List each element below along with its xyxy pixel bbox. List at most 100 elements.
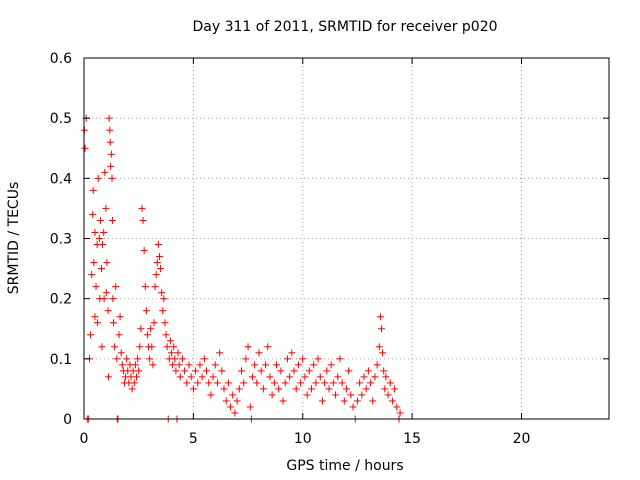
data-point [207, 391, 215, 399]
x-axis-label: GPS time / hours [286, 458, 403, 474]
data-point [373, 361, 381, 369]
data-point [211, 361, 219, 369]
data-point [112, 283, 120, 291]
data-point [229, 391, 237, 399]
data-point [152, 271, 160, 279]
data-point [118, 361, 126, 369]
y-tick-label: 0.1 [50, 352, 72, 368]
axis-layer: 0 5 10 15 20 0 0.1 0.2 0.3 0.4 0.5 0.6 [50, 51, 609, 447]
data-point [170, 343, 178, 351]
data-point [238, 367, 245, 375]
data-point [88, 271, 96, 279]
data-point [90, 259, 98, 267]
data-point [379, 349, 387, 357]
data-point [110, 319, 118, 327]
data-point [81, 144, 89, 152]
data-point [310, 361, 318, 369]
data-point [95, 235, 103, 242]
data-point [157, 265, 165, 273]
data-point [257, 367, 265, 375]
data-point [244, 343, 252, 351]
data-point [200, 355, 208, 363]
data-point [384, 391, 392, 399]
data-point [268, 391, 276, 399]
data-point [277, 367, 285, 375]
data-point [108, 174, 116, 182]
data-point [262, 361, 270, 369]
data-point [100, 295, 108, 303]
data-point [123, 355, 131, 363]
data-point [161, 319, 169, 327]
data-point [168, 349, 175, 357]
data-point [273, 361, 280, 369]
data-point [162, 331, 170, 339]
data-point [107, 150, 115, 158]
data-point [213, 379, 221, 387]
data-point [209, 373, 217, 381]
data-point [382, 373, 390, 381]
data-point [283, 355, 291, 363]
data-point [94, 319, 102, 327]
data-point [115, 331, 123, 339]
points-layer [80, 114, 404, 423]
data-point [371, 373, 379, 381]
data-point [113, 355, 121, 363]
data-point [172, 367, 180, 375]
data-point [301, 373, 309, 381]
data-point [332, 391, 340, 399]
data-point [96, 216, 104, 224]
y-tick-label: 0.2 [50, 292, 72, 308]
data-point [323, 367, 331, 375]
data-point [92, 283, 100, 291]
data-point [99, 241, 107, 249]
data-point [91, 228, 99, 236]
data-point [116, 313, 124, 321]
data-point [281, 379, 289, 387]
data-point [297, 379, 305, 387]
plot-frame [83, 57, 610, 420]
data-point [242, 355, 250, 363]
data-point [253, 379, 261, 387]
data-point [146, 355, 154, 363]
data-point [299, 355, 307, 363]
data-point [246, 403, 254, 411]
data-point [163, 343, 171, 351]
data-point [187, 373, 195, 381]
data-point [143, 331, 151, 339]
data-point [91, 313, 99, 321]
data-point [329, 379, 337, 387]
data-point [155, 253, 163, 261]
data-point [376, 313, 384, 321]
data-point [100, 228, 108, 236]
data-point [181, 367, 189, 375]
data-point [391, 385, 399, 393]
data-point [94, 174, 102, 182]
data-point [135, 367, 143, 375]
data-point [159, 307, 167, 315]
data-point [183, 379, 191, 387]
data-point [196, 361, 204, 369]
grid-layer [84, 58, 609, 419]
chart-title: Day 311 of 2011, SRMTID for receiver p02… [192, 19, 497, 35]
x-tick-label: 10 [294, 431, 312, 447]
data-point [314, 355, 322, 363]
data-point [340, 397, 348, 405]
data-point [166, 337, 174, 345]
data-point [231, 409, 239, 417]
data-point [102, 204, 110, 212]
x-tick-label: 15 [403, 431, 421, 447]
data-point [87, 331, 95, 339]
data-point [137, 325, 145, 333]
data-point [108, 216, 116, 224]
data-point [198, 373, 206, 381]
data-point [175, 361, 183, 369]
data-point [338, 379, 346, 387]
data-point [128, 385, 136, 393]
data-point [381, 385, 389, 393]
data-point [375, 343, 383, 351]
y-tick-label: 0.5 [50, 111, 72, 127]
data-point [321, 379, 329, 387]
data-point [103, 259, 111, 267]
x-tick-label: 0 [80, 431, 89, 447]
data-point [380, 367, 388, 375]
